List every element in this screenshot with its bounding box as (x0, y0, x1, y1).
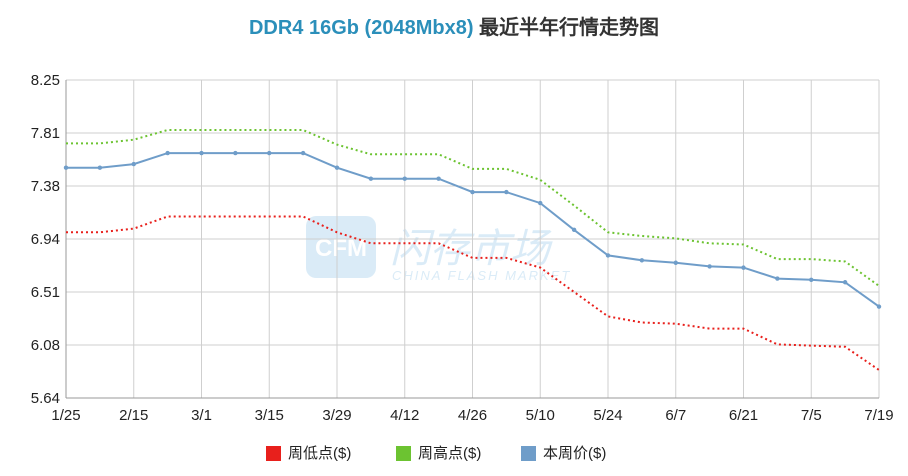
x-tick-label: 5/24 (593, 407, 622, 424)
y-tick-label: 6.51 (31, 284, 60, 301)
data-point (267, 150, 272, 156)
x-tick-label: 7/5 (801, 407, 822, 424)
data-point (97, 165, 103, 170)
data-point (876, 304, 882, 309)
data-point (63, 165, 69, 170)
data-point (707, 264, 712, 269)
data-point (334, 165, 340, 170)
y-tick-label: 8.25 (31, 72, 60, 89)
watermark-text: 闪存市场 (390, 227, 553, 271)
chart-title-sub: 最近半年行情走势图 (473, 15, 659, 39)
x-tick-label: 5/10 (526, 407, 555, 424)
data-point (741, 265, 746, 270)
legend-swatch (521, 446, 536, 461)
grid (65, 79, 880, 399)
data-point (639, 258, 645, 263)
data-point (809, 277, 814, 283)
data-point (538, 200, 543, 206)
data-point (673, 260, 678, 265)
legend-swatch (266, 446, 281, 461)
y-tick-label: 6.94 (31, 231, 60, 248)
data-point (605, 253, 611, 258)
x-tick-label: 7/19 (864, 407, 893, 424)
series-line-1 (66, 129, 880, 287)
data-point (842, 280, 848, 285)
x-tick-label: 4/12 (390, 407, 419, 424)
data-point (300, 150, 306, 156)
data-point (470, 189, 475, 195)
data-point (504, 189, 509, 195)
y-tick-label: 7.81 (31, 125, 60, 142)
watermark-subtext: CHINA FLASH MARKET (392, 268, 571, 283)
watermark-logo-icon (306, 216, 376, 278)
x-tick-label: 3/15 (255, 407, 284, 424)
y-tick-label: 5.64 (31, 390, 60, 407)
x-tick-label: 6/21 (729, 407, 758, 424)
data-point (165, 150, 170, 156)
data-point (199, 150, 204, 156)
legend-label: 周低点($) (288, 445, 351, 462)
data-point (436, 176, 441, 181)
x-tick-label: 3/29 (322, 407, 351, 424)
data-point (571, 227, 577, 233)
series-line-0 (66, 215, 880, 371)
axes: 8.25 7.81 7.38 6.94 6.51 6.08 5.641/25 2/15 3/1 3… (31, 72, 894, 424)
x-tick-label: 3/1 (191, 407, 212, 424)
x-tick-label: 2/15 (119, 407, 148, 424)
watermark: CFM 闪存市场 CHINA FLASH MARKET (306, 216, 571, 283)
legend-label: 周高点($) (418, 445, 481, 462)
legend-swatch (396, 446, 411, 461)
data-point (368, 176, 374, 181)
data-point (775, 276, 780, 281)
x-tick-label: 6/7 (665, 407, 686, 424)
data-point (233, 150, 238, 156)
y-tick-label: 6.08 (31, 337, 60, 354)
series-layer (63, 129, 882, 371)
data-point (402, 176, 407, 181)
y-tick-label: 7.38 (31, 178, 60, 195)
x-tick-label: 4/26 (458, 407, 487, 424)
x-tick-label: 1/25 (51, 407, 80, 424)
chart-title-main: DDR4 16Gb (2048Mbx8) (249, 17, 474, 39)
legend: 周低点($) 周高点($) 本周价($) (266, 445, 606, 462)
chart-title: DDR4 16Gb (2048Mbx8) 最近半年行情走势图 (249, 15, 659, 39)
data-point (131, 161, 136, 167)
legend-label: 本周价($) (543, 445, 606, 462)
